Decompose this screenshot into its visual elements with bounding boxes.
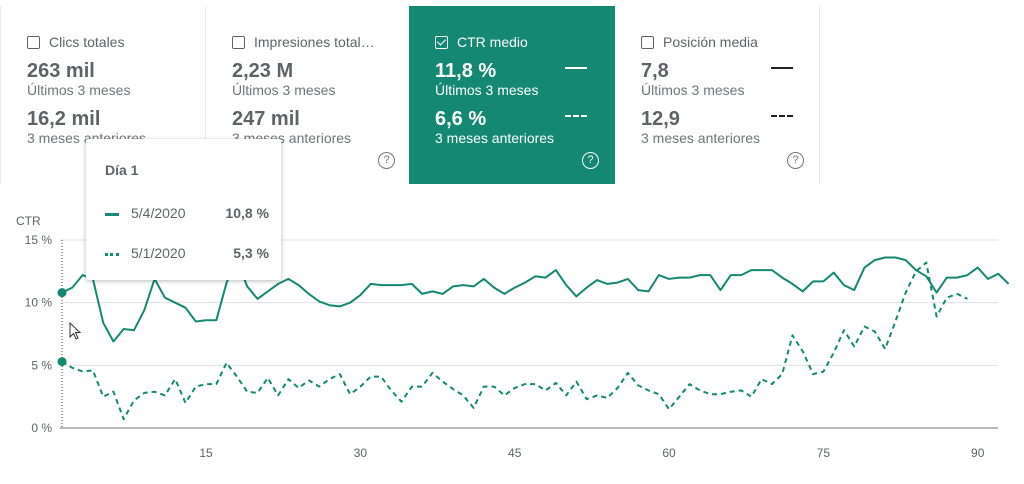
card-header: Posición media — [641, 34, 819, 50]
tooltip-title: Día 1 — [105, 162, 139, 178]
previous-value: 16,2 mil — [27, 108, 101, 130]
previous-metric: 12,9 3 meses anteriores — [641, 108, 819, 147]
metric-cards: Clics totales 263 mil Últimos 3 meses 16… — [0, 6, 1024, 184]
previous-value: 6,6 % — [435, 108, 487, 130]
card-average-position[interactable]: Posición media 7,8 Últimos 3 meses 12,9 … — [615, 6, 820, 184]
dashed-line-legend-icon — [771, 115, 793, 117]
tooltip-date: 5/4/2020 — [131, 205, 186, 221]
card-average-ctr[interactable]: CTR medio 11,8 % Últimos 3 meses 6,6 % 3… — [409, 6, 615, 184]
current-value: 7,8 — [641, 60, 669, 82]
previous-label: 3 meses anteriores — [435, 130, 555, 146]
current-label: Últimos 3 meses — [641, 82, 745, 98]
help-icon[interactable]: ? — [787, 152, 804, 169]
checkbox-icon[interactable] — [641, 35, 654, 49]
solid-line-legend-icon — [565, 67, 587, 69]
card-title: Posición media — [663, 34, 758, 50]
current-value: 11,8 % — [435, 60, 497, 82]
card-title: CTR medio — [457, 34, 528, 50]
tooltip-value: 5,3 % — [233, 245, 269, 261]
y-tick-label: 15 % — [25, 233, 53, 247]
solid-line-legend-icon — [105, 213, 119, 216]
dashed-line-legend-icon — [565, 115, 587, 117]
current-metric: 263 mil Últimos 3 meses — [27, 60, 205, 99]
previous-metric: 6,6 % 3 meses anteriores — [435, 108, 615, 147]
mouse-cursor-icon — [69, 321, 82, 340]
x-tick-label: 45 — [508, 446, 522, 460]
help-icon[interactable]: ? — [582, 152, 599, 169]
current-label: Últimos 3 meses — [232, 82, 336, 98]
y-tick-label: 5 % — [31, 358, 52, 372]
hover-point — [57, 288, 67, 298]
previous-label: 3 meses anteriores — [641, 130, 761, 146]
x-tick-label: 15 — [199, 446, 213, 460]
card-header: Clics totales — [27, 34, 205, 50]
current-metric: 7,8 Últimos 3 meses — [641, 60, 819, 99]
current-value: 263 mil — [27, 60, 95, 82]
tooltip-value: 10,8 % — [225, 205, 269, 221]
hover-point — [57, 357, 67, 367]
chart-tooltip: Día 1 5/4/2020 10,8 % 5/1/2020 5,3 % — [86, 139, 281, 280]
solid-line-legend-icon — [771, 67, 793, 69]
x-tick-label: 90 — [971, 446, 985, 460]
dashed-line-legend-icon — [105, 253, 119, 256]
previous-value: 12,9 — [641, 108, 680, 130]
x-tick-label: 60 — [662, 446, 676, 460]
previous-value: 247 mil — [232, 108, 300, 130]
previous-period-line — [61, 261, 968, 421]
checkbox-icon[interactable] — [27, 35, 40, 49]
checkbox-icon[interactable] — [232, 35, 245, 49]
current-period-line — [61, 256, 1010, 343]
current-label: Últimos 3 meses — [27, 82, 131, 98]
current-label: Últimos 3 meses — [435, 82, 539, 98]
y-axis-label: CTR — [16, 214, 41, 228]
current-metric: 11,8 % Últimos 3 meses — [435, 60, 615, 99]
card-title: Impresiones total… — [254, 34, 375, 50]
card-total-impressions[interactable]: Impresiones total… 2,23 M Últimos 3 mese… — [205, 6, 409, 184]
x-tick-label: 75 — [817, 446, 831, 460]
card-title: Clics totales — [49, 34, 125, 50]
current-value: 2,23 M — [232, 60, 294, 82]
x-tick-label: 30 — [354, 446, 368, 460]
current-metric: 2,23 M Últimos 3 meses — [232, 60, 409, 99]
y-tick-label: 0 % — [31, 421, 52, 435]
card-header: CTR medio — [435, 34, 615, 50]
checkbox-checked-icon[interactable] — [435, 35, 448, 49]
tooltip-date: 5/1/2020 — [131, 245, 186, 261]
y-tick-label: 10 % — [25, 296, 53, 310]
help-icon[interactable]: ? — [378, 152, 395, 169]
card-header: Impresiones total… — [232, 34, 409, 50]
